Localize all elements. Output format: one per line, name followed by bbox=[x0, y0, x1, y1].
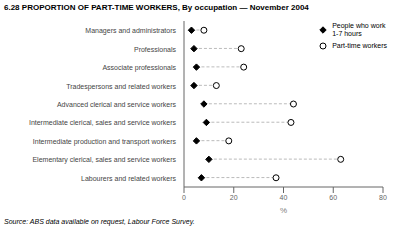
html-text:People who work 1-7 hours: People who work 1-7 hours bbox=[332, 22, 386, 37]
svg-text:Managers and administrators: Managers and administrators bbox=[85, 27, 176, 35]
svg-text:Labourers and related workers: Labourers and related workers bbox=[81, 175, 176, 182]
svg-text:Intermediate clerical, sales a: Intermediate clerical, sales and service… bbox=[29, 119, 177, 126]
svg-text:Associate professionals: Associate professionals bbox=[102, 64, 176, 72]
svg-text:0: 0 bbox=[182, 194, 186, 201]
html-text:Source: ABS data available on: Source: ABS data available on request, L… bbox=[4, 218, 195, 225]
svg-text:Advanced clerical and service: Advanced clerical and service workers bbox=[57, 101, 177, 108]
svg-text:80: 80 bbox=[379, 194, 387, 201]
html-text:6.28 PROPORTION OF PART-TIME W: 6.28 PROPORTION OF PART-TIME WORKERS, By… bbox=[4, 3, 309, 12]
svg-text:20: 20 bbox=[230, 194, 238, 201]
svg-text:Elementary clerical, sales and: Elementary clerical, sales and service w… bbox=[32, 156, 176, 164]
svg-text:60: 60 bbox=[329, 194, 337, 201]
svg-text:Professionals: Professionals bbox=[134, 46, 177, 53]
html-text:Part-time workers: Part-time workers bbox=[332, 42, 387, 49]
svg-text:Tradespersons and related work: Tradespersons and related workers bbox=[66, 83, 176, 91]
svg-text:40: 40 bbox=[280, 194, 288, 201]
svg-text:Intermediate production and tr: Intermediate production and transport wo… bbox=[33, 138, 177, 146]
svg-text:%: % bbox=[280, 206, 287, 213]
